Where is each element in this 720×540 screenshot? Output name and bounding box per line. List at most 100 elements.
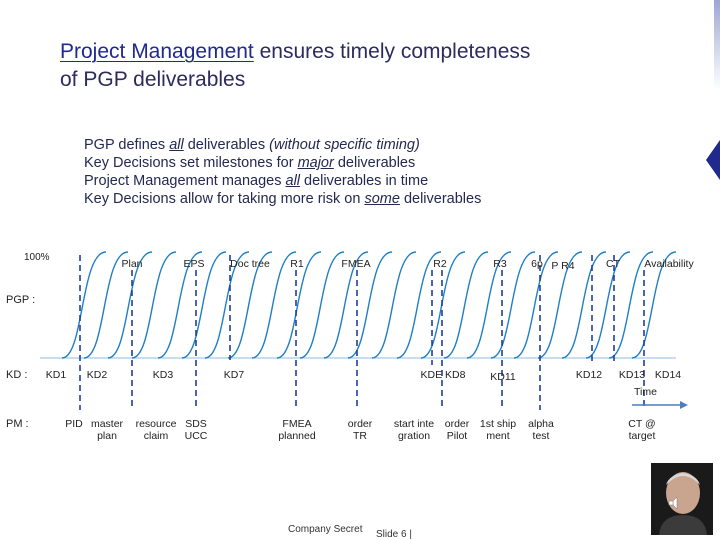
s-curve xyxy=(371,251,417,359)
pm-label-line: TR xyxy=(352,430,367,442)
pm-label-line: master xyxy=(90,418,124,430)
top-label-r1: R1 xyxy=(290,258,304,270)
s-curve xyxy=(251,251,297,359)
bullet-underlined: all xyxy=(285,173,301,189)
pm-label-line: PID xyxy=(65,418,83,430)
pm-label-pid: PID xyxy=(65,418,83,430)
pm-label-ct-at-target: CT @ target xyxy=(628,418,655,442)
pm-label-line: alpha xyxy=(528,418,554,430)
s-curve xyxy=(443,251,489,359)
bullet-text: Key Decisions allow for taking more risk… xyxy=(84,191,365,207)
milestone-dashed-lines xyxy=(79,255,645,410)
kd-label-kd14: KD14 xyxy=(654,369,682,381)
pm-label-resource-claim: resource claim xyxy=(136,418,177,442)
axis-100-percent: 100% xyxy=(24,252,50,263)
s-curve xyxy=(204,251,250,359)
top-label-doc-tree: Doc tree xyxy=(230,258,270,270)
bullet-text: deliverables in time xyxy=(300,173,429,189)
s-curve xyxy=(131,251,177,359)
s-curve xyxy=(157,251,203,359)
pm-label-line: plan xyxy=(97,430,117,442)
bullet-text: deliverables xyxy=(183,137,270,153)
bullet-item: Key Decisions set milestones for major d… xyxy=(84,154,481,172)
top-label-availability: Availability xyxy=(644,258,694,270)
pm-label-line: target xyxy=(628,430,656,442)
pm-label-sds-ucc: SDS UCC xyxy=(185,418,208,442)
s-curve xyxy=(276,251,322,359)
bullet-text: deliverables xyxy=(399,191,482,207)
top-label-p-r4: P R4 xyxy=(551,260,575,272)
pm-label-line: order xyxy=(347,418,373,430)
s-curve xyxy=(631,251,677,359)
time-label: Time xyxy=(634,386,657,398)
kd-label-kd12: KD12 xyxy=(575,369,603,381)
pm-label-start-integration: start inte gration xyxy=(394,418,434,442)
top-label-r3: R3 xyxy=(493,258,507,270)
pm-label-first-shipment: 1st ship ment xyxy=(480,418,516,442)
s-curve xyxy=(107,251,153,359)
s-curve xyxy=(490,251,536,359)
edge-arrow-icon xyxy=(706,140,720,180)
bullet-text: deliverables xyxy=(333,155,416,171)
kd-label-kde-kd8: KDE KD8 xyxy=(420,369,466,381)
pm-label-fmea-planned: FMEA planned xyxy=(278,418,315,442)
footer-company-secret: Company Secret xyxy=(288,524,363,535)
pm-label-line: Pilot xyxy=(446,430,468,442)
pm-label-line: FMEA xyxy=(282,418,312,430)
top-label-eps: EPS xyxy=(183,258,205,270)
s-curve xyxy=(608,251,654,359)
s-curve xyxy=(61,251,107,359)
title-emphasis: Project Management xyxy=(60,40,254,63)
pm-label-line: UCC xyxy=(184,430,208,442)
title-line1-rest: ensures timely completeness xyxy=(253,40,531,63)
pm-label-line: planned xyxy=(278,430,316,442)
bullet-item: PGP defines all deliverables (without sp… xyxy=(84,136,481,154)
pm-label-alpha-test: alpha test xyxy=(528,418,554,442)
s-curve xyxy=(181,251,227,359)
kd-label-kd7: KD7 xyxy=(223,369,245,381)
bullet-text: Project Management manages xyxy=(84,173,286,189)
presenter-photo-image xyxy=(651,463,713,535)
pm-label-order-tr: order TR xyxy=(348,418,373,442)
s-curves xyxy=(40,251,677,359)
pm-label-line: 1st ship xyxy=(479,418,517,430)
pm-label-line: order xyxy=(444,418,470,430)
s-curve xyxy=(227,251,273,359)
kd-label-kd2: KD2 xyxy=(86,369,108,381)
slide-title: Project Management ensures timely comple… xyxy=(60,38,680,94)
pm-label-order-pilot: order Pilot xyxy=(445,418,470,442)
pm-label-line: claim xyxy=(143,430,169,442)
s-curve xyxy=(513,251,559,359)
pm-label-master-plan: master plan xyxy=(91,418,123,442)
kd-label-kd1: KD1 xyxy=(45,369,67,381)
s-curve xyxy=(323,251,369,359)
s-curve xyxy=(561,251,607,359)
s-curve xyxy=(585,251,631,359)
s-curve xyxy=(347,251,393,359)
s-curve xyxy=(396,251,442,359)
top-label-plan: Plan xyxy=(121,258,143,270)
s-curve xyxy=(83,251,129,359)
top-label-ct: CT xyxy=(606,258,620,270)
s-curve xyxy=(299,251,345,359)
s-curve xyxy=(466,251,512,359)
bullet-underlined: major xyxy=(297,155,334,171)
s-curve xyxy=(537,251,583,359)
row-label-pgp: PGP : xyxy=(6,294,36,306)
time-arrow xyxy=(632,401,688,409)
bullet-underlined: all xyxy=(169,137,184,153)
top-label-fmea: FMEA xyxy=(341,258,371,270)
bullet-text: Key Decisions set milestones for xyxy=(84,155,298,171)
top-label-6p: 6p xyxy=(531,258,543,270)
bullet-italic: (without specific timing) xyxy=(269,137,420,153)
title-line2: of PGP deliverables xyxy=(60,68,246,91)
row-label-kd: KD : xyxy=(6,369,28,381)
bullet-list: PGP defines all deliverables (without sp… xyxy=(84,136,481,208)
pm-label-line: start inte xyxy=(393,418,435,430)
bullet-item: Project Management manages all deliverab… xyxy=(84,172,481,190)
pm-label-line: gration xyxy=(397,430,431,442)
bullet-item: Key Decisions allow for taking more risk… xyxy=(84,190,481,208)
pm-label-line: ment xyxy=(486,430,510,442)
presenter-photo xyxy=(651,463,713,535)
